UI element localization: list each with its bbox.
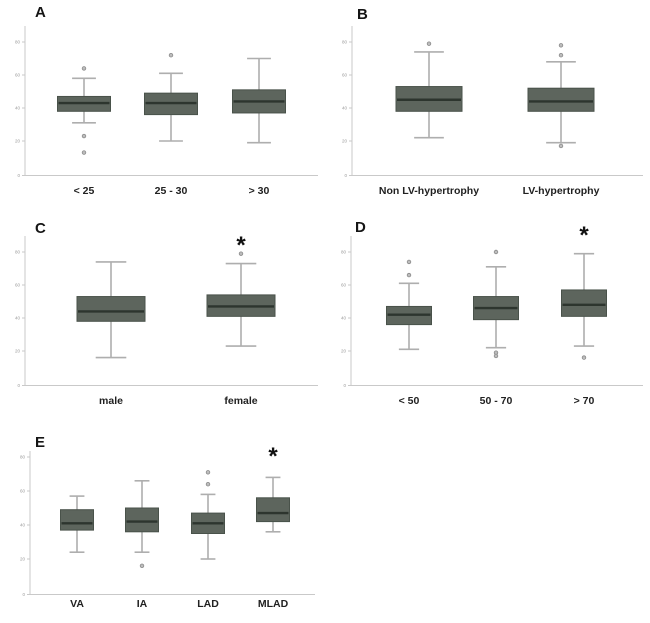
outlier-point: [558, 43, 564, 48]
y-tick-label: 80: [15, 40, 21, 45]
outlier-point: [168, 53, 174, 58]
category-label: female: [224, 395, 257, 407]
outlier-point: [426, 41, 432, 46]
outlier-point: [205, 481, 211, 487]
outlier-point: [205, 470, 211, 475]
y-tick-label: 40: [15, 316, 21, 321]
y-tick-label: 80: [20, 455, 26, 460]
panel-d-letter: D: [355, 219, 366, 236]
box: [125, 507, 159, 533]
y-tick-label: 0: [344, 173, 347, 178]
y-tick-label: 40: [342, 106, 348, 111]
outlier-point: [558, 53, 564, 58]
panel-c-letter: C: [35, 220, 46, 237]
box: [561, 289, 607, 317]
outlier-point: [81, 133, 87, 139]
box: [76, 296, 146, 322]
y-tick-label: 40: [341, 316, 347, 321]
y-tick-label: 0: [343, 383, 346, 388]
panel-e: E 0 20 40 60 80 VA IA LAD * MLAD: [0, 420, 325, 623]
outlier-point: [558, 143, 564, 149]
category-label: male: [99, 395, 123, 407]
panel-c-chart: 0 20 40 60 80 male * female: [15, 232, 318, 407]
outlier-point: [81, 66, 87, 71]
category-label: 25 - 30: [155, 185, 188, 197]
category-label: < 25: [74, 185, 95, 197]
category-label: LV-hypertrophy: [523, 185, 600, 197]
panel-a: A 0 20 40 60 80 < 25 25 - 30 > 30: [0, 0, 325, 210]
category-label: < 50: [399, 395, 420, 407]
y-tick-label: 60: [341, 283, 347, 288]
y-tick-label: 60: [20, 489, 26, 494]
panel-e-chart: 0 20 40 60 80 VA IA LAD * MLAD: [20, 443, 315, 610]
y-tick-label: 20: [342, 139, 348, 144]
y-tick-label: 80: [341, 250, 347, 255]
y-tick-label: 20: [20, 557, 26, 562]
panel-b-letter: B: [357, 6, 368, 23]
panel-c: C 0 20 40 60 80 male * female: [0, 210, 325, 420]
significance-asterisk: *: [236, 232, 246, 259]
y-tick-label: 60: [15, 283, 21, 288]
category-label: VA: [70, 598, 84, 610]
outlier-point: [139, 563, 145, 568]
outlier-point: [81, 150, 87, 155]
panel-b: B 0 20 40 60 80 Non LV-hypertrophy LV-hypertro…: [325, 0, 650, 210]
box: [256, 497, 290, 523]
category-label: MLAD: [258, 598, 289, 610]
category-label: IA: [137, 598, 148, 610]
significance-asterisk: *: [268, 443, 278, 470]
outlier-point: [406, 272, 412, 278]
y-tick-label: 40: [15, 106, 21, 111]
y-tick-label: 80: [342, 40, 348, 45]
y-tick-label: 80: [15, 250, 21, 255]
outlier-point: [493, 353, 499, 359]
panel-a-chart: 0 20 40 60 80 < 25 25 - 30 > 30: [15, 26, 318, 197]
y-tick-label: 60: [15, 73, 21, 78]
box: [527, 87, 595, 112]
category-label: 50 - 70: [480, 395, 513, 407]
y-tick-label: 40: [20, 523, 26, 528]
outlier-point: [493, 249, 499, 255]
panel-a-letter: A: [35, 4, 46, 21]
outlier-point: [238, 251, 244, 256]
panel-b-chart: 0 20 40 60 80 Non LV-hypertrophy LV-hypertroph…: [342, 26, 643, 197]
box: [60, 509, 94, 531]
outlier-point: [581, 355, 587, 360]
panel-d: D 0 20 40 60 80 < 50 50 - 70 * > 70: [325, 210, 650, 420]
significance-asterisk: *: [579, 222, 589, 249]
category-label: > 70: [574, 395, 595, 407]
y-tick-label: 20: [15, 139, 21, 144]
y-tick-label: 60: [342, 73, 348, 78]
outlier-point: [406, 259, 412, 265]
y-tick-label: 20: [15, 349, 21, 354]
category-label: > 30: [249, 185, 270, 197]
y-tick-label: 0: [17, 383, 20, 388]
panel-e-letter: E: [35, 434, 46, 451]
panel-d-chart: 0 20 40 60 80 < 50 50 - 70 * > 70: [341, 222, 643, 407]
category-label: LAD: [197, 598, 219, 610]
y-tick-label: 20: [341, 349, 347, 354]
y-tick-label: 0: [17, 173, 20, 178]
y-tick-label: 0: [22, 592, 25, 597]
category-label: Non LV-hypertrophy: [379, 185, 479, 197]
